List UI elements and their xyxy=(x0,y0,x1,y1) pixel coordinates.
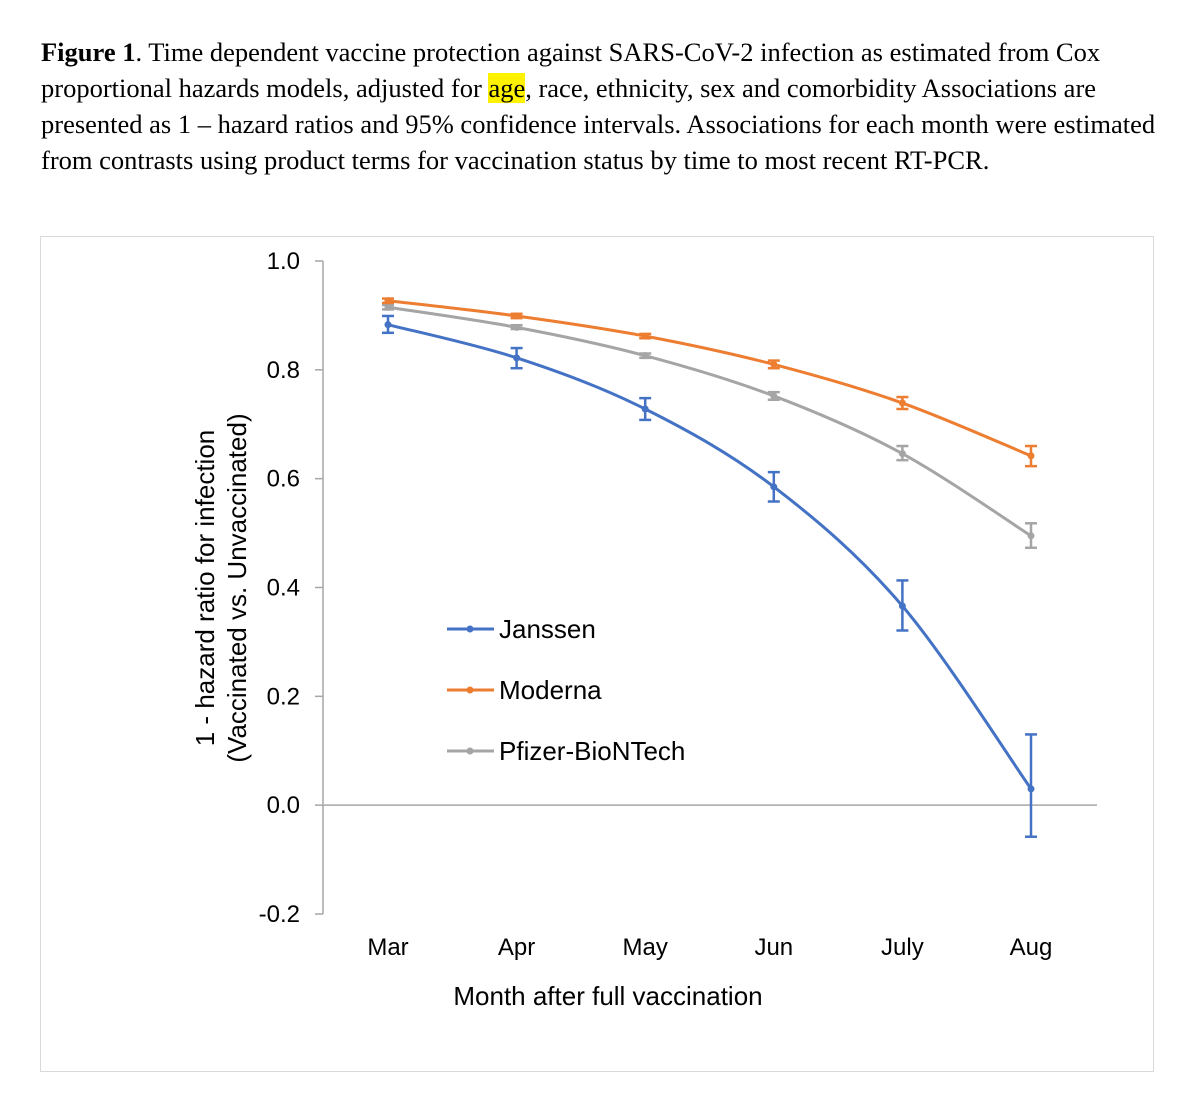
x-tick-labels: Mar Apr May Jun July Aug xyxy=(367,934,1052,961)
figure-caption: Figure 1. Time dependent vaccine protect… xyxy=(41,34,1171,178)
x-tick-label: July xyxy=(881,934,924,961)
y-axis-title-line2: (Vaccinated vs. Unvaccinated) xyxy=(222,413,252,762)
data-point xyxy=(770,392,778,400)
series-pfizer-biontech xyxy=(382,303,1037,550)
legend: Janssen Moderna Pfizer-BioNTech xyxy=(447,614,685,766)
y-tick-label: 0.8 xyxy=(267,357,300,384)
series-line-janssen xyxy=(387,323,1033,790)
x-tick-label: Aug xyxy=(1010,934,1053,961)
y-tick-label: 1.0 xyxy=(267,248,300,275)
data-point xyxy=(770,483,778,491)
legend-label-janssen: Janssen xyxy=(499,614,596,644)
data-point xyxy=(513,354,521,362)
data-point xyxy=(1027,785,1035,793)
series-line-moderna xyxy=(387,299,1032,458)
caption-text-1: . Time dependent vaccine protection agai… xyxy=(41,37,1101,103)
data-point xyxy=(1027,532,1035,540)
legend-label-pfizer-biontech: Pfizer-BioNTech xyxy=(499,736,685,766)
chart-frame xyxy=(40,236,1154,1072)
y-axis-title-line1: 1 - hazard ratio for infection xyxy=(190,430,220,747)
data-point xyxy=(898,602,906,610)
x-tick-label: Apr xyxy=(498,934,535,961)
y-tick-label: -0.2 xyxy=(259,901,300,928)
data-point xyxy=(641,332,649,340)
data-point xyxy=(641,352,649,360)
data-point xyxy=(513,323,521,331)
y-tick-label: 0.6 xyxy=(267,466,300,493)
data-point xyxy=(898,450,906,458)
y-tick-label: 0.0 xyxy=(267,792,300,819)
highlighted-word: age xyxy=(488,73,526,103)
series-line-pfizer-biontech xyxy=(387,305,1032,538)
y-tick-labels: 1.0 0.8 0.6 0.4 0.2 0.0 -0.2 xyxy=(259,248,300,928)
data-point xyxy=(898,399,906,407)
legend-marker-moderna xyxy=(466,686,474,694)
data-point xyxy=(513,312,521,320)
data-point xyxy=(770,360,778,368)
legend-marker-janssen xyxy=(466,625,474,633)
chart-axes xyxy=(315,260,1097,915)
data-point xyxy=(384,303,392,311)
y-tick-label: 0.4 xyxy=(267,575,300,602)
data-point xyxy=(1027,452,1035,460)
series-janssen xyxy=(382,314,1037,838)
legend-marker-pfizer-biontech xyxy=(466,747,474,755)
x-tick-label: Jun xyxy=(754,934,793,961)
x-tick-label: Mar xyxy=(367,934,408,961)
legend-label-moderna: Moderna xyxy=(499,675,602,705)
x-tick-label: May xyxy=(623,934,668,961)
data-point xyxy=(641,405,649,413)
series-layer xyxy=(382,297,1037,838)
data-point xyxy=(384,321,392,329)
y-tick-label: 0.2 xyxy=(267,683,300,710)
data-point xyxy=(384,297,392,305)
x-axis-title: Month after full vaccination xyxy=(453,981,762,1011)
series-moderna xyxy=(382,297,1037,468)
caption-text-2: , race, ethnicity, sex and comorbidity A… xyxy=(41,73,1156,175)
figure-label: Figure 1 xyxy=(41,37,136,67)
